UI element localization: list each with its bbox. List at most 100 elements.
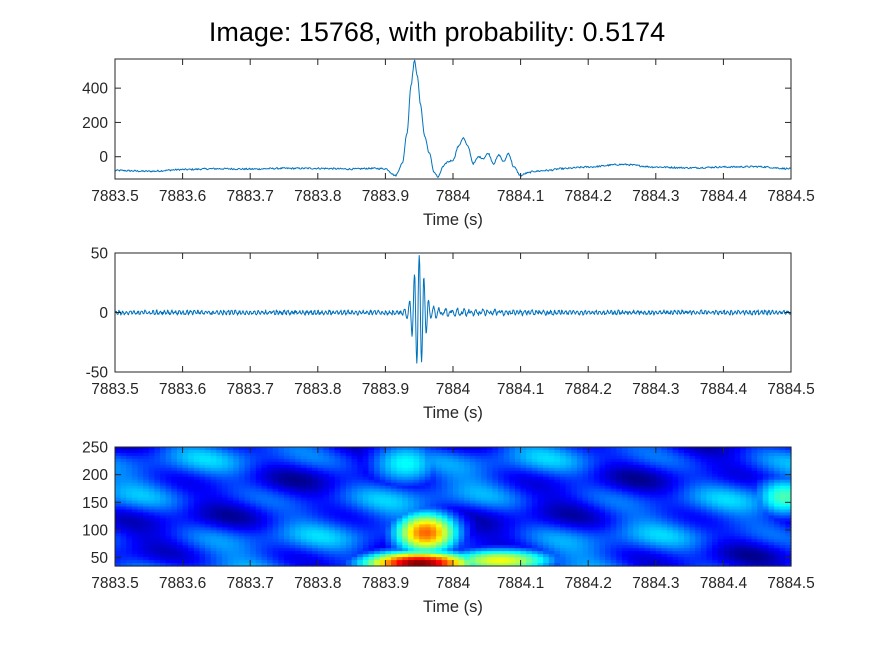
- spectrogram-cell: [148, 527, 156, 531]
- spectrogram-cell: [740, 542, 747, 546]
- spectrogram-cell: [622, 461, 629, 466]
- spectrogram-cell: [610, 527, 617, 531]
- spectrogram-cell: [622, 542, 629, 546]
- spectrogram-cell: [306, 536, 313, 540]
- spectrogram-cell: [576, 473, 584, 478]
- spectrogram-cell: [554, 461, 561, 466]
- spectrogram-cell: [362, 494, 370, 499]
- spectrogram-cell: [210, 518, 217, 522]
- spectrogram-cell: [278, 479, 285, 484]
- spectrogram-cell: [565, 512, 572, 517]
- spectrogram-cell: [188, 458, 195, 463]
- spectrogram-cell: [171, 500, 178, 505]
- spectrogram-cell: [706, 470, 713, 475]
- spectrogram-cell: [216, 500, 223, 505]
- spectrogram-cell: [278, 539, 285, 543]
- spectrogram-cell: [706, 554, 713, 558]
- spectrogram-cell: [554, 497, 561, 502]
- spectrogram-cell: [560, 494, 567, 499]
- spectrogram-cell: [419, 458, 426, 463]
- spectrogram-cell: [340, 551, 347, 555]
- spectrogram-cell: [312, 545, 319, 549]
- spectrogram-cell: [526, 524, 533, 528]
- spectrogram-cell: [182, 518, 189, 522]
- spectrogram-cell: [785, 521, 792, 525]
- spectrogram-cell: [357, 509, 364, 514]
- spectrogram-cell: [289, 503, 296, 508]
- spectrogram-cell: [469, 554, 477, 558]
- spectrogram-cell: [317, 467, 325, 472]
- spectrogram-cell: [357, 461, 364, 466]
- spectrogram-cell: [475, 479, 482, 484]
- spectrogram-cell: [317, 476, 325, 481]
- spectrogram-cell: [695, 560, 702, 564]
- spectrogram-cell: [250, 548, 257, 552]
- spectrogram-cell: [712, 512, 719, 517]
- spectrogram-cell: [458, 467, 465, 472]
- spectrogram-cell: [171, 533, 178, 537]
- spectrogram-cell: [605, 536, 612, 540]
- spectrogram-cell: [340, 458, 347, 463]
- spectrogram-cell: [627, 447, 634, 451]
- spectrogram-cell: [143, 497, 150, 502]
- spectrogram-cell: [374, 485, 381, 490]
- spectrogram-cell: [391, 455, 398, 460]
- spectrogram-cell: [300, 506, 308, 511]
- spectrogram-cell: [543, 458, 550, 463]
- spectrogram-cell: [453, 545, 460, 549]
- spectrogram-cell: [436, 560, 443, 564]
- spectrogram-cell: [779, 509, 786, 514]
- spectrogram-cell: [312, 539, 319, 543]
- spectrogram-cell: [717, 524, 724, 528]
- spectrogram-cell: [396, 536, 403, 540]
- spectrogram-cell: [317, 542, 325, 546]
- spectrogram-cell: [289, 476, 296, 481]
- spectrogram-cell: [712, 542, 719, 546]
- spectrogram-cell: [131, 521, 139, 525]
- spectrogram-cell: [672, 551, 679, 555]
- spectrogram-cell: [768, 447, 775, 451]
- spectrogram-cell: [616, 494, 623, 499]
- spectrogram-cell: [667, 548, 674, 552]
- spectrogram-cell: [638, 467, 646, 472]
- spectrogram-cell: [351, 515, 358, 519]
- spectrogram-cell: [216, 458, 223, 463]
- spectrogram-cell: [345, 503, 353, 508]
- spectrogram-cell: [588, 503, 595, 508]
- spectrogram-cell: [700, 449, 708, 454]
- spectrogram-cell: [768, 485, 775, 490]
- spectrogram-cell: [131, 548, 139, 552]
- spectrogram-cell: [729, 497, 736, 502]
- spectrogram-cell: [706, 533, 713, 537]
- spectrogram-cell: [695, 551, 702, 555]
- spectrogram-cell: [374, 491, 381, 496]
- spectrogram-cell: [616, 488, 623, 493]
- spectrogram-cell: [385, 464, 392, 469]
- spectrogram-cell: [143, 458, 150, 463]
- spectrogram-cell: [588, 515, 595, 519]
- raw-signal-ytick-label: 400: [82, 81, 108, 98]
- spectrogram-cell: [650, 515, 657, 519]
- spectrogram-cell: [193, 557, 201, 561]
- spectrogram-cell: [436, 470, 443, 475]
- spectrogram-cell: [115, 509, 122, 514]
- spectrogram-cell: [205, 530, 212, 534]
- spectrogram-cell: [368, 548, 375, 552]
- spectrogram-cell: [565, 479, 572, 484]
- spectrogram-cell: [278, 509, 285, 514]
- spectrogram-cell: [407, 464, 415, 469]
- spectrogram-cell: [278, 503, 285, 508]
- spectrogram-cell: [238, 506, 246, 511]
- spectrogram-cell: [638, 530, 646, 534]
- spectrogram-cell: [633, 458, 640, 463]
- spectrogram-cell: [216, 467, 223, 472]
- spectrogram-cell: [593, 563, 601, 567]
- spectrogram-cell: [300, 470, 308, 475]
- spectrogram-cell: [131, 560, 139, 564]
- spectrogram-cell: [176, 449, 184, 454]
- spectrogram-cell: [385, 557, 392, 561]
- spectrogram-cell: [334, 518, 341, 522]
- spectrogram-cell: [588, 470, 595, 475]
- spectrogram-cell: [616, 512, 623, 517]
- spectrogram-cell: [543, 470, 550, 475]
